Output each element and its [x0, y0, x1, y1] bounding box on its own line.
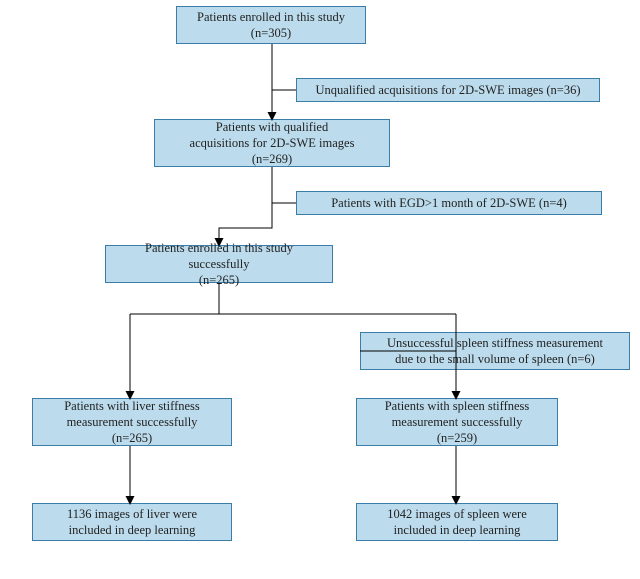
node-egd: Patients with EGD>1 month of 2D-SWE (n=4…: [296, 191, 602, 215]
node-unqualified: Unqualified acquisitions for 2D-SWE imag…: [296, 78, 600, 102]
node-unsuccessful-spleen: Unsuccessful spleen stiffness measuremen…: [360, 332, 630, 370]
node-spleen-ok: Patients with spleen stiffnessmeasuremen…: [356, 398, 558, 446]
node-liver-ok: Patients with liver stiffnessmeasurement…: [32, 398, 232, 446]
node-liver-imgs: 1136 images of liver wereincluded in dee…: [32, 503, 232, 541]
node-qualified: Patients with qualifiedacquisitions for …: [154, 119, 390, 167]
node-spleen-imgs: 1042 images of spleen wereincluded in de…: [356, 503, 558, 541]
node-enrolled-success: Patients enrolled in this study successf…: [105, 245, 333, 283]
node-enrolled: Patients enrolled in this study(n=305): [176, 6, 366, 44]
